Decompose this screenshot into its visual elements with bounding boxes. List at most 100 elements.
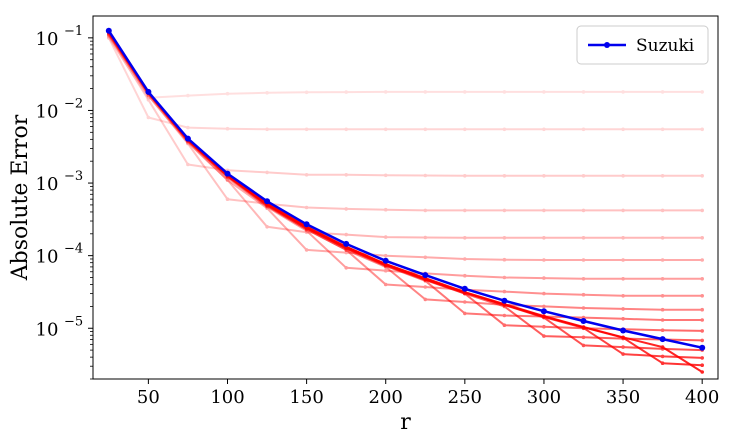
red-series-5-point [423, 235, 428, 240]
red-series-9-point [700, 307, 704, 312]
suzuki-series-point [422, 272, 429, 279]
suzuki-series-point [343, 240, 350, 247]
legend-box [576, 25, 709, 65]
red-series-6-point [265, 206, 269, 210]
red-series-1-point [621, 90, 625, 94]
suzuki-series-point [501, 297, 508, 304]
suzuki-series-point [184, 135, 191, 142]
red-series-2-point [423, 127, 428, 132]
red-series-7-point [383, 268, 388, 273]
red-series-6-point [502, 257, 507, 262]
red-series-3-line [107, 35, 703, 177]
red-series-12-point [700, 338, 704, 343]
red-series-6-point [225, 178, 230, 182]
legend-swatch-marker [604, 42, 610, 48]
red-series-4-point [383, 207, 388, 212]
red-series-8 [107, 31, 704, 298]
suzuki-series-point [224, 170, 231, 177]
red-series-3-point [383, 173, 388, 178]
red-series-1-point [265, 91, 269, 95]
red-series-4-point [581, 208, 586, 213]
red-series-2-point [107, 36, 111, 40]
x-tick-label: 350 [606, 387, 640, 408]
red-series-3-point [542, 174, 546, 178]
red-series-2-point [502, 127, 507, 132]
red-series-11-point [502, 323, 507, 328]
legend-label-suzuki: Suzuki [636, 36, 695, 56]
y-tick-exponent: −1 [64, 24, 83, 39]
suzuki-series-line [107, 30, 703, 349]
red-series-5-point [581, 236, 586, 240]
red-series-8-point [383, 282, 388, 287]
red-series-12-line [107, 31, 703, 342]
suzuki-series-point [620, 327, 627, 334]
y-tick-exponent: −3 [64, 169, 83, 184]
x-tick-label: 250 [448, 387, 482, 408]
red-series-3-point [502, 174, 507, 178]
red-series-10-point [463, 311, 467, 316]
y-axis-label: Absolute Error [8, 114, 33, 281]
red-series-7-point [502, 275, 507, 280]
red-series-8-point [581, 292, 586, 297]
red-series-4-point [700, 208, 704, 213]
red-series-5-point [265, 225, 269, 229]
red-series-3-point [186, 162, 190, 167]
red-series-6-point [542, 258, 546, 262]
red-series-3 [107, 34, 704, 178]
x-tick-label: 150 [289, 387, 323, 408]
red-series-4-point [225, 197, 230, 201]
red-series-4-point [542, 208, 546, 213]
suzuki-series-point [105, 27, 112, 34]
red-series-7-point [542, 276, 546, 280]
red-series-1-point [225, 91, 230, 96]
red-series-3-point [344, 173, 349, 177]
suzuki-series-point [264, 198, 271, 205]
red-series-9-point [581, 306, 586, 310]
red-series-1-point [383, 90, 388, 94]
red-series-7-point [621, 277, 625, 281]
red-series-1-point [107, 36, 111, 40]
suzuki-series-point [659, 336, 666, 343]
red-series-1-point [344, 90, 349, 94]
red-series-14 [107, 29, 704, 360]
series-layer [105, 27, 706, 374]
red-series-11-point [700, 329, 704, 333]
red-series-6-point [581, 258, 586, 262]
red-series-10-point [700, 318, 704, 322]
red-series-2-point [621, 127, 625, 132]
y-tick-label: 10 [36, 247, 59, 268]
red-series-1-point [542, 90, 546, 94]
red-series-5-point [304, 230, 309, 235]
red-series-15-point [700, 363, 704, 368]
x-tick-label: 200 [369, 387, 403, 408]
red-series-9-point [423, 297, 428, 302]
red-series-16-point [660, 345, 665, 349]
red-series-2-point [581, 127, 586, 132]
red-series-10-point [502, 313, 507, 318]
red-series-3-point [304, 173, 309, 177]
red-series-6-point [660, 258, 665, 262]
y-tick-exponent: −4 [64, 242, 83, 257]
red-series-3-point [265, 170, 269, 175]
red-series-2-point [344, 127, 349, 132]
red-series-1-point [700, 90, 704, 94]
red-series-16-line [107, 30, 703, 373]
red-series-3-point [660, 174, 665, 178]
red-series-2-point [660, 127, 665, 132]
red-series-16-point [581, 325, 586, 329]
red-series-16-point [700, 370, 704, 374]
red-series-9-point [660, 307, 665, 312]
suzuki-series-point [580, 318, 587, 324]
red-series-2-point [304, 127, 309, 132]
red-series-7-point [463, 273, 467, 278]
red-series-1-point [581, 90, 586, 94]
red-series-13-point [621, 345, 625, 349]
red-series-2-point [383, 127, 388, 132]
red-series-5-point [542, 236, 546, 240]
plot-frame [92, 15, 719, 380]
red-series-1-point [502, 90, 507, 94]
red-series-4-point [186, 141, 190, 146]
red-series-4-point [621, 208, 625, 213]
x-tick-label: 400 [685, 387, 719, 408]
red-series-11 [107, 30, 704, 333]
